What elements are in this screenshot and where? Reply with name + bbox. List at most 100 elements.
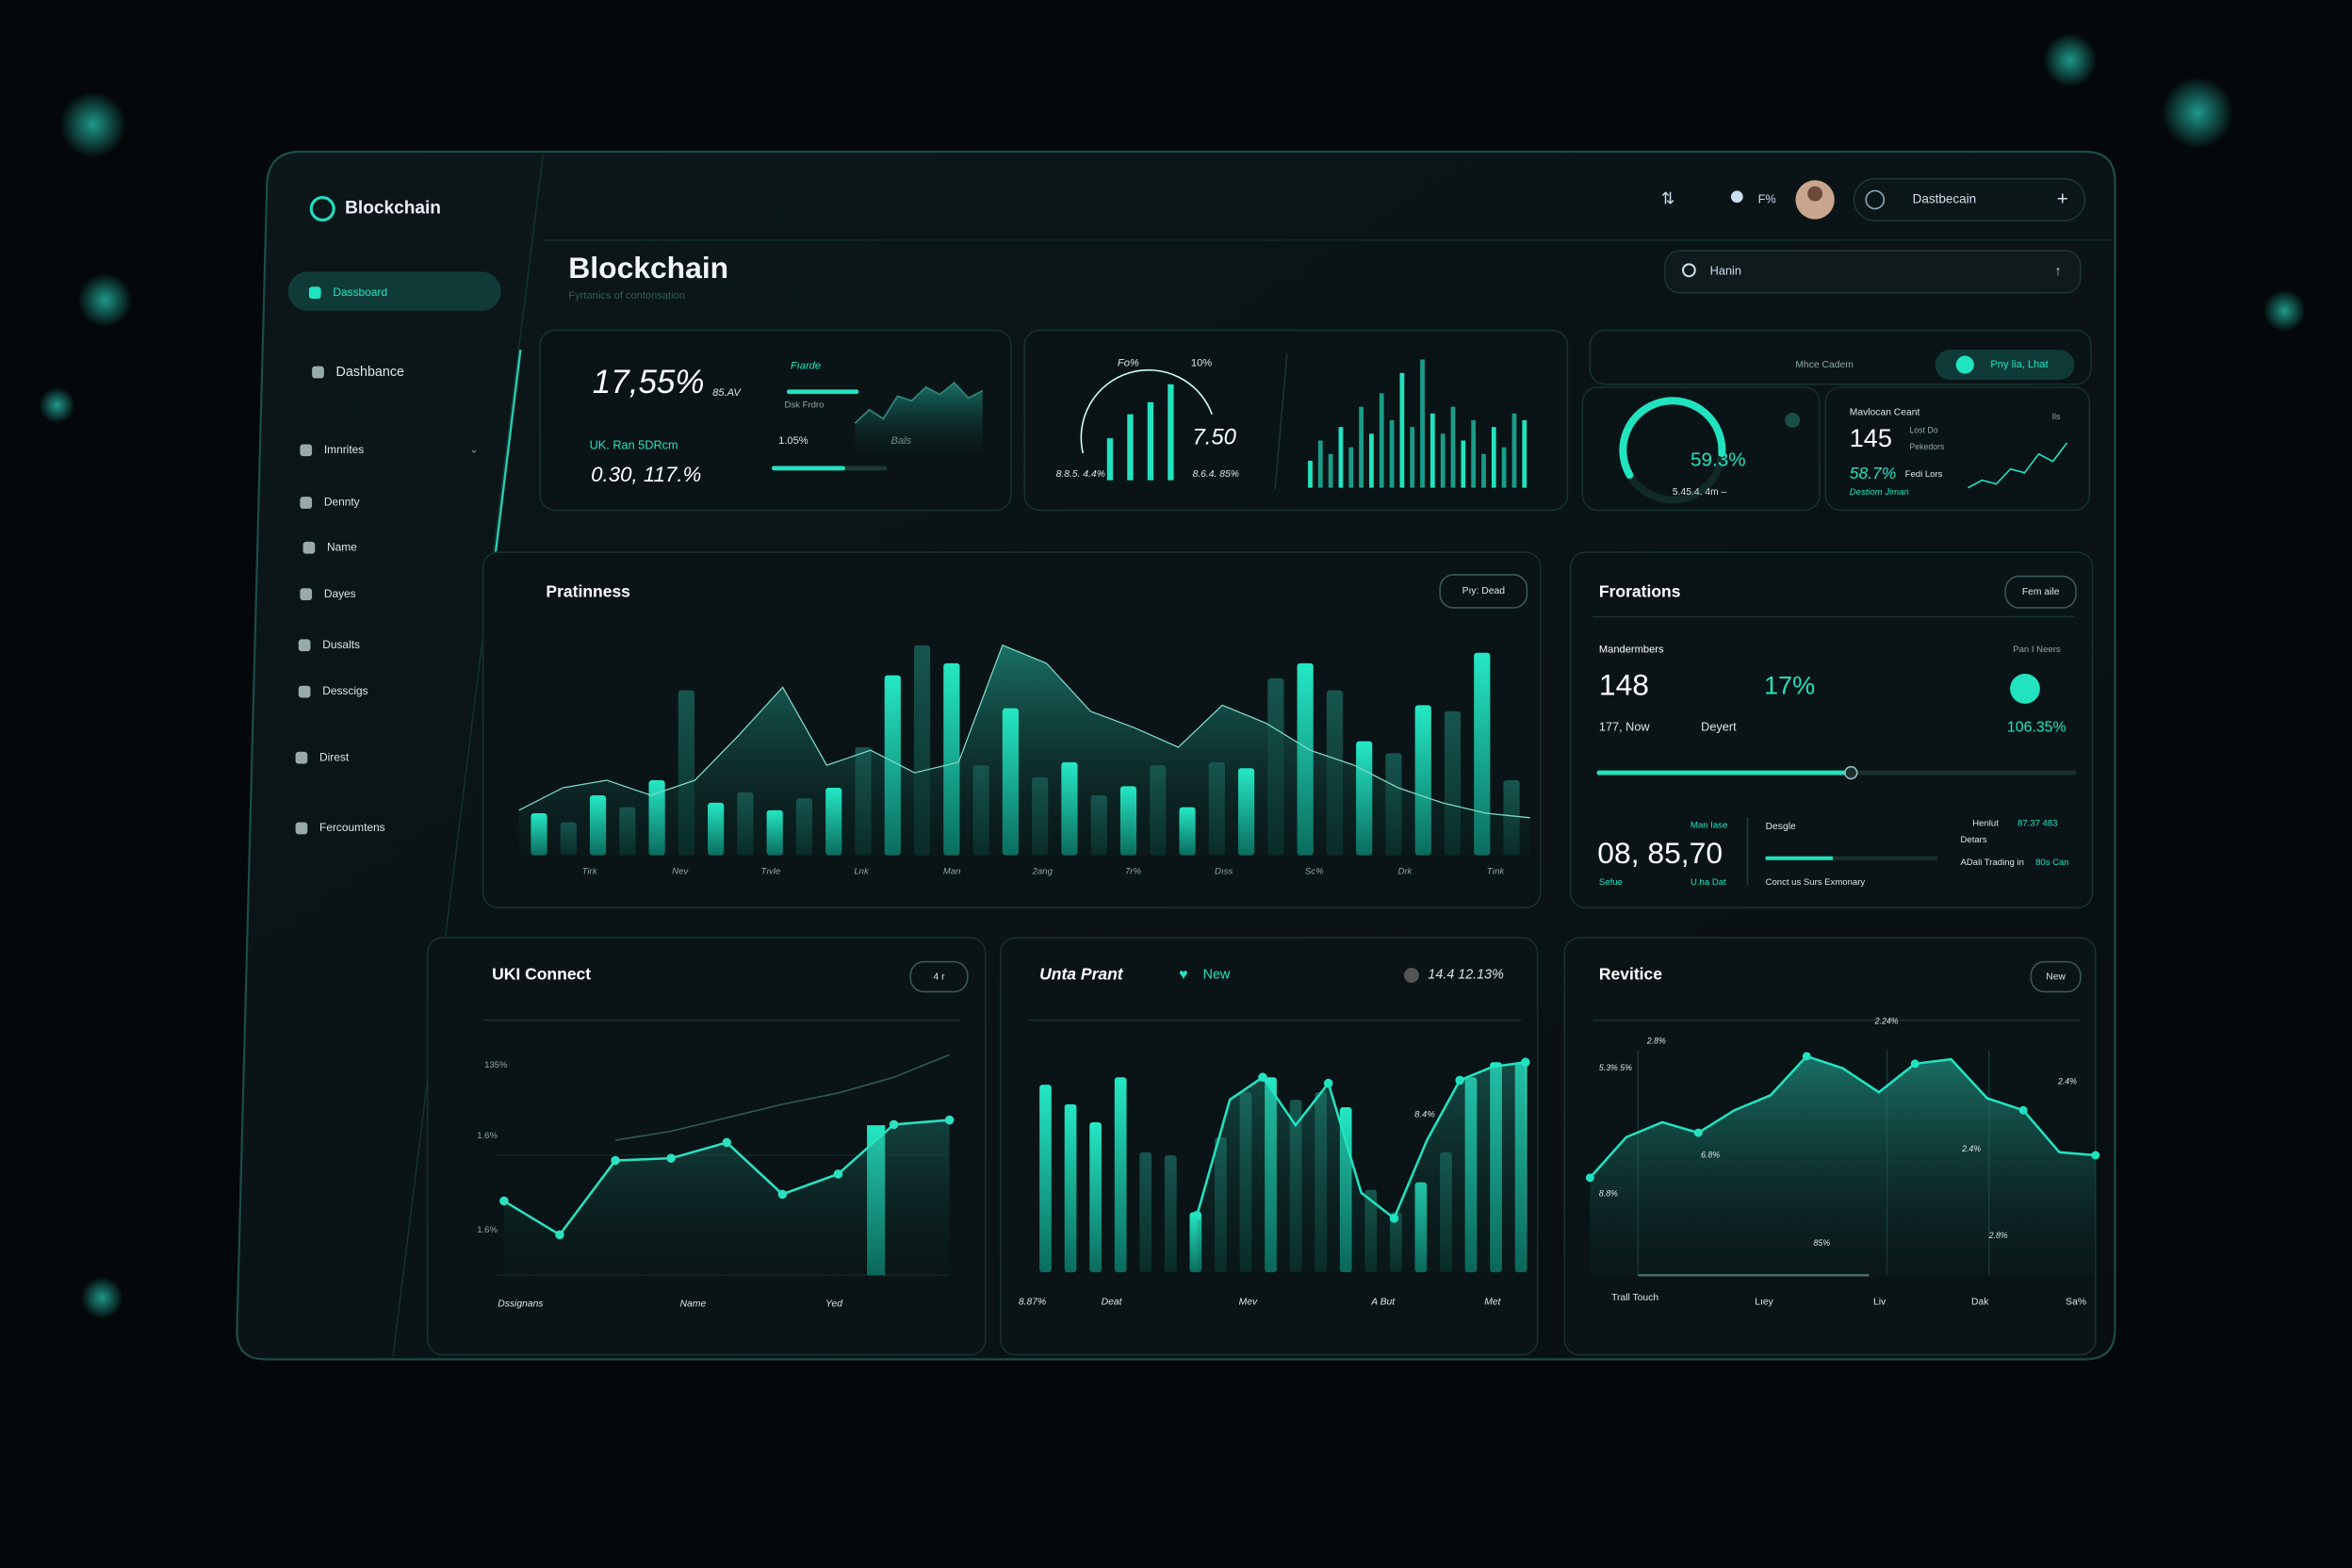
- nav-icon: [300, 444, 313, 457]
- x-tick-label: Dak: [1971, 1298, 1989, 1308]
- label: Pekedors: [1909, 442, 1945, 451]
- x-tick-label: Tınk: [1487, 867, 1506, 877]
- chart-title: Revitice: [1599, 965, 1662, 984]
- search-box[interactable]: [1664, 250, 2082, 294]
- mini-bar: [1450, 406, 1456, 488]
- add-button[interactable]: +: [2057, 188, 2068, 209]
- point: [1693, 1128, 1703, 1137]
- bar: [1356, 741, 1373, 856]
- bar: [560, 822, 577, 856]
- annotation: 2.4%: [1961, 1144, 1981, 1153]
- mini-bar: [1369, 433, 1374, 488]
- nav-item[interactable]: Imnrites: [324, 443, 364, 456]
- area: [503, 1119, 950, 1276]
- bar: [1090, 794, 1107, 856]
- mini-bar: [1471, 419, 1477, 488]
- bar: [619, 807, 636, 856]
- bar: [1150, 765, 1167, 856]
- bar: [1503, 780, 1520, 856]
- nav-item[interactable]: Direst: [319, 750, 350, 763]
- point: [2018, 1105, 2028, 1115]
- chart-title: Frorations: [1599, 582, 1681, 601]
- label: 87.37 483: [2017, 819, 2057, 829]
- point: [2091, 1151, 2100, 1160]
- annotation: 5.3% 5%: [1599, 1063, 1632, 1072]
- mini-bar: [1511, 413, 1517, 488]
- label: 145: [1850, 424, 1892, 452]
- x-tick-label: Lnk: [854, 867, 870, 877]
- nav-icon: [312, 366, 324, 379]
- nav-active-pill[interactable]: [287, 271, 501, 311]
- button[interactable]: [909, 960, 969, 993]
- x-tick-label: Sa%: [2066, 1298, 2086, 1308]
- nav-item[interactable]: Dennty: [324, 496, 360, 509]
- point: [833, 1169, 843, 1179]
- line: [1589, 1054, 2096, 1179]
- bar: [972, 765, 989, 856]
- button[interactable]: [1439, 574, 1528, 609]
- label: 80s Can: [2035, 858, 2069, 868]
- bar: [943, 662, 960, 856]
- user-icon[interactable]: [1730, 190, 1743, 204]
- label: Deyert: [1701, 720, 1737, 734]
- search-arrow[interactable]: ↑: [2054, 264, 2061, 279]
- mini-bar: [1147, 401, 1154, 481]
- mini-bar: [1440, 433, 1446, 488]
- x-tick-label: Trall Touch: [1611, 1293, 1658, 1303]
- label: Dsk Frdro: [785, 400, 825, 411]
- mini-bar: [1127, 414, 1134, 481]
- bar: [766, 809, 783, 856]
- heart-icon: ♥: [1179, 967, 1187, 983]
- bar: [884, 675, 901, 856]
- avatar-head: [1807, 186, 1823, 202]
- label: Lost Do: [1909, 425, 1937, 434]
- button[interactable]: [2030, 960, 2082, 993]
- point: [1258, 1072, 1267, 1082]
- x-tick-label: Met: [1484, 1298, 1501, 1308]
- bar: [1164, 1154, 1177, 1273]
- topbar: ⇅ F% Dastbecain +: [1661, 177, 2086, 222]
- workspace-pill[interactable]: [1853, 177, 2086, 222]
- label: 10%: [1191, 357, 1212, 368]
- mini-bar: [1308, 460, 1313, 488]
- bar: [795, 798, 813, 856]
- label: U.ha Dat: [1690, 877, 1726, 888]
- nav-item[interactable]: Name: [327, 540, 357, 553]
- workspace-icon: [1865, 189, 1886, 210]
- x-tick-label: Dıss: [1215, 867, 1233, 877]
- chart-card: [1569, 551, 2094, 909]
- bar: [1385, 753, 1402, 856]
- point: [1389, 1214, 1399, 1223]
- chart-title: Pratinness: [546, 582, 630, 601]
- nav-item[interactable]: Dusalts: [322, 638, 360, 651]
- nav-item[interactable]: Fercoumtens: [319, 821, 385, 834]
- icon[interactable]: ⇅: [1661, 189, 1675, 208]
- button-label: 4 r: [933, 972, 945, 982]
- nav-item[interactable]: Dayes: [324, 587, 356, 600]
- line: [614, 1054, 950, 1141]
- chart-title: UKI Connect: [492, 965, 591, 984]
- x-tick-label: A But: [1370, 1298, 1396, 1308]
- label: Desgle: [1766, 822, 1796, 832]
- nav-icon: [295, 751, 308, 764]
- slider-knob[interactable]: [1844, 765, 1858, 780]
- bar: [1114, 1077, 1127, 1273]
- label: 177, Now: [1599, 720, 1651, 734]
- nav-item[interactable]: Dassboard: [333, 286, 387, 299]
- button[interactable]: [2004, 575, 2077, 609]
- mini-bar: [1461, 440, 1466, 488]
- bar: [1179, 807, 1196, 856]
- line: [518, 644, 1530, 819]
- nav-item[interactable]: Desscigs: [322, 684, 368, 697]
- nav-item[interactable]: Dashbance: [336, 365, 404, 380]
- label: Man Iase: [1690, 820, 1727, 830]
- x-tick-label: 2ang: [1032, 867, 1054, 877]
- annotation: 6.8%: [1701, 1150, 1720, 1159]
- bar: [1208, 761, 1225, 856]
- label: 8.6.4. 85%: [1193, 469, 1239, 480]
- mini-bar: [1359, 406, 1364, 488]
- bar: [531, 813, 547, 856]
- label: Pny lia, Lhat: [1990, 359, 2049, 370]
- bar: [1032, 776, 1049, 856]
